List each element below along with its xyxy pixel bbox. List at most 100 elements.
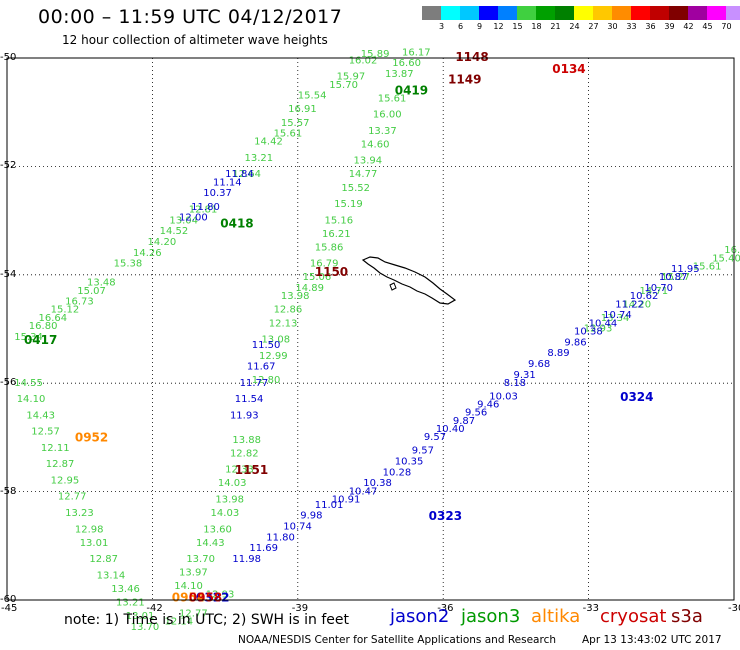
longitude-label: -45 <box>1 603 18 614</box>
pass-time-label: 0324 <box>620 390 653 404</box>
wave-height-value: 13.46 <box>111 584 140 595</box>
wave-height-value: 14.55 <box>14 378 43 389</box>
colorbar-label: 70 <box>721 22 732 31</box>
latitude-label: -50 <box>0 52 17 63</box>
colorbar-label: 15 <box>512 22 523 31</box>
longitude-label: -33 <box>582 603 599 614</box>
colorbar-swatch <box>669 6 688 20</box>
map-title: 00:00 – 11:59 UTC 04/12/2017 <box>38 6 343 28</box>
wave-height-value: 16.79 <box>310 259 339 270</box>
wave-height-value: 9.87 <box>453 416 475 427</box>
wave-height-value: 12.14 <box>165 616 194 627</box>
south-georgia-island <box>361 256 457 305</box>
latitude-label: -52 <box>0 160 17 172</box>
wave-height-value: 15.40 <box>712 253 740 264</box>
wave-height-value: 8.89 <box>547 348 569 359</box>
wave-height-value: 13.98 <box>281 291 310 302</box>
wave-height-value: 10.40 <box>436 424 465 435</box>
map-subtitle: 12 hour collection of altimeter wave hei… <box>62 33 328 47</box>
latitude-label: -54 <box>0 268 17 280</box>
wave-height-value: 15.07 <box>77 286 106 297</box>
wave-height-value: 10.03 <box>489 391 518 402</box>
pass-time-label: 0419 <box>395 84 428 98</box>
wave-height-value: 12.33 <box>225 465 254 476</box>
wave-height-value: 11.95 <box>671 264 700 275</box>
wave-height-value: 12.57 <box>31 427 60 438</box>
wave-height-value: 12.99 <box>259 351 288 362</box>
wave-height-value: 12.82 <box>230 448 259 459</box>
wave-height-value: 12.11 <box>41 443 70 454</box>
wave-height-value: 16.60 <box>392 58 421 69</box>
wave-height-value: 13.48 <box>87 278 116 289</box>
wave-height-value: 13.70 <box>131 622 160 633</box>
colorbar <box>422 6 740 20</box>
wave-height-value: 10.87 <box>659 272 688 283</box>
wave-height-value: 11.93 <box>230 410 259 421</box>
wave-height-value: 14.43 <box>196 538 225 549</box>
colorbar-swatch <box>517 6 536 20</box>
wave-height-value: 15.89 <box>361 49 390 60</box>
colorbar-label: 6 <box>457 22 464 31</box>
wave-height-value: 13.87 <box>385 69 414 80</box>
wave-height-value: 13.37 <box>368 126 397 137</box>
wave-height-value: 15.61 <box>274 129 303 140</box>
wave-height-value: 12.80 <box>252 375 281 386</box>
wave-height-value: 16.21 <box>322 229 351 240</box>
wave-height-value: 16.80 <box>29 321 58 332</box>
wave-height-value: 10.28 <box>383 467 412 478</box>
wave-height-value: 11.50 <box>252 340 281 351</box>
colorbar-swatch <box>688 6 707 20</box>
wave-height-value: 11.69 <box>249 543 278 554</box>
wave-height-value: 14.03 <box>218 478 247 489</box>
wave-height-value: 10.74 <box>603 310 632 321</box>
colorbar-swatch <box>650 6 669 20</box>
longitude-label: -39 <box>291 603 309 614</box>
wave-height-value: 9.46 <box>477 400 499 411</box>
wave-height-value: 9.68 <box>528 359 550 370</box>
wave-height-value: 9.57 <box>424 432 446 443</box>
colorbar-swatch <box>574 6 593 20</box>
wave-height-value: 10.44 <box>589 318 618 329</box>
wave-height-value: 12.87 <box>46 459 75 470</box>
colorbar-label: 18 <box>531 22 542 31</box>
wave-height-value: 15.86 <box>315 242 344 253</box>
pass-time-label: 0952 <box>75 430 108 444</box>
colorbar-swatch <box>460 6 479 20</box>
wave-height-value: 13.21 <box>116 597 145 608</box>
wave-height-value: 12.77 <box>58 492 87 503</box>
wave-height-value: 12.81 <box>189 204 218 215</box>
wave-height-value: 14.89 <box>295 283 324 294</box>
colorbar-swatch <box>536 6 555 20</box>
latitude-label: -58 <box>0 485 17 497</box>
wave-height-value: 12.98 <box>75 524 104 535</box>
colorbar-label: 30 <box>607 22 618 31</box>
pass-time-label: 0134 <box>552 62 585 76</box>
wave-height-value: 13.08 <box>261 335 290 346</box>
wave-height-value: 11.77 <box>240 378 269 389</box>
wave-height-value: 13.97 <box>179 568 208 579</box>
wave-height-value: 13.01 <box>126 611 155 622</box>
pass-time-label: 1150 <box>315 265 348 279</box>
satellite-legend-s3a: s3a <box>671 606 703 627</box>
wave-height-value: 10.70 <box>644 283 673 294</box>
pass-time-label: 1148 <box>455 50 488 64</box>
legend-note: note: 1) Time is in UTC; 2) SWH is in fe… <box>64 612 350 628</box>
colorbar-swatch <box>707 6 726 20</box>
wave-height-value: 12.64 <box>232 169 261 180</box>
wave-height-value: 15.52 <box>341 183 370 194</box>
colorbar-label: 33 <box>626 22 637 31</box>
wave-height-value: 10.74 <box>283 522 312 533</box>
pass-time-label: 0958 <box>189 590 222 604</box>
generation-timestamp: Apr 13 13:43:02 UTC 2017 <box>582 634 722 646</box>
wave-height-value: 12.93 <box>206 589 235 600</box>
wave-height-value: 11.67 <box>247 362 276 373</box>
wave-height-value: 14.26 <box>133 248 162 259</box>
colorbar-swatch <box>441 6 460 20</box>
wave-height-value: 16.91 <box>288 104 317 115</box>
wave-height-value: 12.93 <box>584 324 613 335</box>
satellite-legend-cryosat: cryosat <box>600 606 667 627</box>
wave-height-value: 16.73 <box>65 297 94 308</box>
colorbar-label: 3 <box>438 22 445 31</box>
wave-height-value: 13.60 <box>203 524 232 535</box>
